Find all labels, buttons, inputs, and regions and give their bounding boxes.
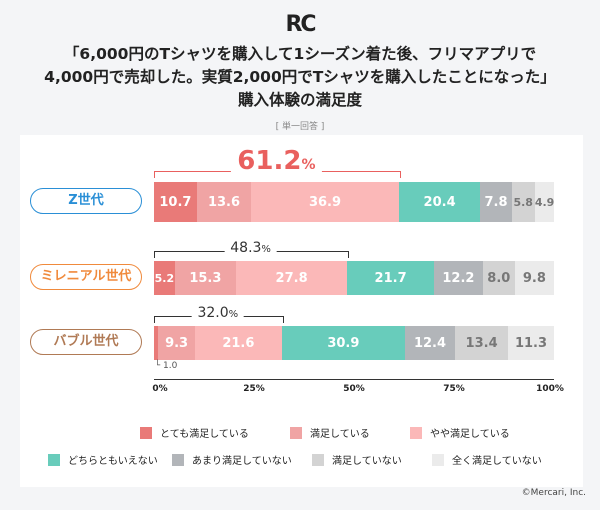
logo: RC [285, 12, 316, 37]
bar-segment: 21.7 [347, 261, 434, 295]
bar-segment: 21.6 [195, 326, 282, 360]
subtitle: [ 単一回答 ] [275, 122, 325, 132]
bar-segment: 11.3 [508, 326, 554, 360]
legend-label: とても満足している [160, 429, 249, 440]
total-label: 48.3% [224, 240, 277, 256]
bar-segment: 5.8 [511, 182, 535, 222]
bar-segment: 8.0 [482, 261, 515, 295]
x-axis [154, 379, 554, 380]
bar-segment: 9.3 [158, 326, 196, 360]
bar-segment: 13.4 [454, 326, 509, 360]
x-tick-label: 75% [443, 384, 465, 394]
title-line: 購入体験の満足度 [237, 91, 362, 109]
chart-title: 「6,000円のTシャツを購入して1シーズン着た後、フリマアプリで 4,000円… [0, 43, 600, 112]
x-tick-label: 0% [152, 384, 168, 394]
title-line: 「6,000円のTシャツを購入して1シーズン着た後、フリマアプリで [63, 45, 537, 63]
legend-swatch [140, 426, 152, 439]
bar-segment: 15.3 [174, 261, 236, 295]
bar-segment: 27.8 [236, 261, 348, 295]
legend-item: 満足していない [312, 452, 402, 467]
bar-segment: 12.4 [405, 326, 455, 360]
bar-segment: 5.2 [154, 261, 175, 295]
total-unit: % [261, 244, 271, 255]
bar-segment [154, 326, 158, 360]
legend-swatch [312, 453, 324, 466]
copyright: ©Mercari, Inc. [521, 488, 586, 498]
bar-segment: 36.9 [251, 182, 399, 222]
category-label: Z世代 [30, 188, 142, 214]
total-label: 32.0% [191, 305, 245, 321]
bar-segment: 20.4 [398, 182, 481, 222]
title-line: 4,000円で売却した。実質2,000円でTシャツを購入したことになった」 [44, 68, 556, 86]
total-unit: % [301, 157, 316, 173]
legend-label: あまり満足していない [192, 456, 292, 467]
bar-segment: 9.8 [514, 261, 554, 295]
total-label: 61.2% [231, 146, 322, 176]
total-unit: % [228, 309, 239, 320]
bar-segment: 12.2 [434, 261, 483, 295]
legend-item: どちらともいえない [48, 452, 158, 467]
bar-segment: 13.6 [196, 182, 252, 222]
legend-label: 全く満足していない [452, 456, 542, 467]
legend-label: 満足していない [332, 456, 402, 467]
bar-segment: 10.7 [154, 182, 197, 222]
legend-swatch [410, 426, 422, 439]
legend-swatch [432, 453, 444, 466]
legend-item: 満足している [290, 425, 370, 440]
legend-item: あまり満足していない [172, 452, 292, 467]
bar-segment: 7.8 [480, 182, 512, 222]
legend-swatch [290, 426, 302, 439]
legend-label: 満足している [310, 429, 370, 440]
data-label-small: └ 1.0 [154, 361, 178, 371]
category-label: バブル世代 [30, 329, 142, 355]
legend-item: やや満足している [410, 425, 510, 440]
legend-item: 全く満足していない [432, 452, 542, 467]
bar-segment: 30.9 [281, 326, 406, 360]
legend-item: とても満足している [140, 425, 249, 440]
x-tick-label: 50% [343, 384, 365, 394]
category-label: ミレニアル世代 [30, 264, 142, 290]
legend-label: やや満足している [430, 429, 510, 440]
legend-label: どちらともいえない [68, 456, 158, 467]
bar-segment: 4.9 [534, 182, 555, 222]
legend-swatch [172, 453, 184, 466]
x-tick-label: 25% [243, 384, 265, 394]
legend-swatch [48, 453, 60, 466]
x-tick-label: 100% [536, 384, 564, 394]
